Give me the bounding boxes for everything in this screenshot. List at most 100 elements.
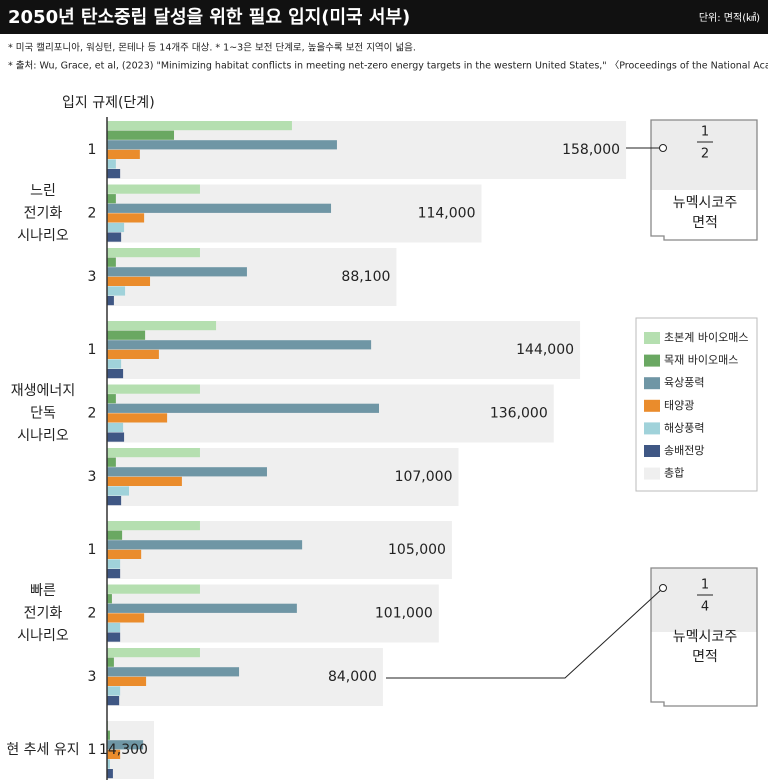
value-label: 105,000 — [388, 542, 446, 558]
level-label: 2 — [88, 406, 97, 422]
header-bar — [0, 0, 768, 34]
bar — [107, 486, 130, 496]
total-bar — [107, 248, 397, 306]
value-label: 14,300 — [99, 742, 148, 758]
bar — [107, 549, 142, 559]
annotation-label: 뉴멕시코주 — [673, 629, 738, 645]
bar — [107, 321, 217, 331]
leader-line — [386, 587, 664, 679]
level-label: 1 — [88, 342, 97, 358]
bar — [107, 267, 247, 277]
bar — [107, 422, 124, 433]
note: * 미국 캘리포니아, 워싱턴, 몬테나 등 14개주 대상. * 1~3은 보… — [8, 42, 416, 54]
group-label: 전기화 — [24, 206, 63, 222]
bar — [107, 286, 126, 296]
bar — [107, 740, 144, 750]
group-label: 전기화 — [24, 606, 63, 622]
bar — [107, 594, 112, 604]
bar — [107, 759, 110, 769]
total-bar — [107, 648, 383, 706]
total-bar — [107, 384, 554, 443]
leader-dot — [659, 584, 667, 592]
legend-swatch — [644, 354, 660, 367]
bar — [107, 232, 122, 242]
total-bar — [107, 321, 581, 379]
level-label: 2 — [88, 206, 97, 222]
bar — [107, 584, 200, 594]
bar — [107, 676, 147, 686]
legend-swatch — [644, 445, 660, 457]
annotation-label: 면적 — [692, 215, 718, 231]
fraction-den: 4 — [701, 600, 709, 615]
bar — [107, 569, 121, 579]
bar — [107, 213, 145, 223]
value-label: 136,000 — [490, 406, 548, 422]
annotation-label: 면적 — [692, 649, 718, 665]
bar — [107, 496, 122, 506]
bar — [107, 613, 145, 623]
legend-label: 총합 — [664, 467, 684, 480]
legend-label: 해상풍력 — [664, 420, 704, 434]
level-label: 3 — [88, 469, 97, 485]
group-label: 재생에너지 — [11, 383, 75, 399]
value-label: 114,000 — [418, 206, 476, 222]
fraction-den: 2 — [701, 147, 709, 162]
nm-outline — [650, 119, 758, 241]
legend-swatch — [644, 467, 660, 480]
bar — [107, 248, 200, 258]
bar — [107, 749, 121, 759]
bar — [107, 384, 200, 394]
bar — [107, 359, 122, 369]
level-label: 1 — [88, 542, 97, 558]
bar — [107, 203, 332, 213]
level-label: 2 — [88, 606, 97, 622]
bar — [107, 521, 200, 531]
bar — [107, 448, 200, 458]
legend-swatch — [644, 332, 660, 344]
bar — [107, 603, 297, 613]
bar — [107, 403, 379, 413]
bar — [107, 432, 125, 442]
bar — [107, 632, 121, 642]
group-label: 빠른 — [30, 583, 56, 599]
total-bar — [107, 584, 439, 643]
bar — [107, 349, 159, 359]
fraction-num: 1 — [701, 125, 709, 140]
total-bar — [107, 184, 482, 243]
legend-swatch — [644, 377, 660, 390]
legend-swatch — [644, 399, 660, 412]
bar — [107, 184, 200, 194]
value-label: 107,000 — [395, 469, 453, 485]
nm-fill — [651, 568, 757, 632]
bar — [107, 121, 292, 131]
note: * 출처: Wu, Grace, et al, (2023) "Minimizi… — [8, 60, 768, 72]
bar — [107, 369, 124, 379]
total-bar — [107, 521, 452, 579]
bar — [107, 276, 151, 286]
level-label: 1 — [88, 142, 97, 158]
legend-swatch — [644, 422, 660, 435]
legend-label: 육상풍력 — [664, 376, 704, 389]
bar — [107, 330, 146, 340]
value-label: 101,000 — [375, 606, 433, 622]
group-label: 시나리오 — [17, 228, 69, 244]
group-label: 단독 — [30, 406, 56, 422]
group-label: 시나리오 — [17, 428, 69, 444]
annotation-label: 뉴멕시코주 — [673, 195, 738, 211]
group-label: 느린 — [30, 183, 56, 199]
legend-label: 태양광 — [664, 399, 694, 412]
group-label: 시나리오 — [17, 628, 69, 644]
bar — [107, 648, 200, 658]
bar — [107, 657, 114, 667]
bar — [107, 730, 110, 740]
bar — [107, 540, 303, 550]
bar — [107, 159, 116, 169]
value-label: 88,100 — [341, 269, 390, 285]
nm-outline — [650, 567, 758, 707]
bar — [107, 340, 372, 350]
bar — [107, 530, 123, 540]
bar — [107, 140, 337, 150]
bar — [107, 622, 121, 633]
bar — [107, 413, 168, 423]
